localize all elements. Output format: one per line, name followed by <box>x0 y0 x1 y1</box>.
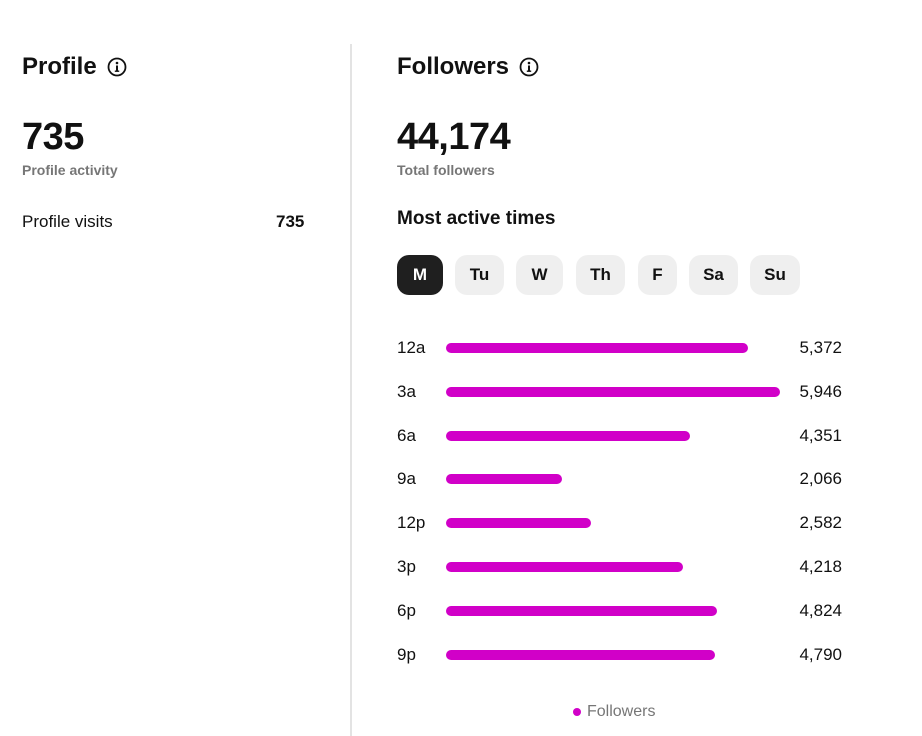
bar-row: 12p 2,582 <box>397 511 907 535</box>
bar-track <box>446 518 780 529</box>
bar-value-label: 4,351 <box>799 425 842 445</box>
bar-time-label: 3p <box>397 557 416 576</box>
day-tab-thursday[interactable]: Th <box>576 255 625 295</box>
legend-dot <box>573 708 581 716</box>
bar-row: 9p 4,790 <box>397 643 907 667</box>
bar-row: 3p 4,218 <box>397 555 907 579</box>
panel-divider <box>350 44 352 736</box>
info-icon[interactable] <box>519 57 539 77</box>
bar-row: 9a 2,066 <box>397 467 907 491</box>
bar-value-label: 5,946 <box>799 381 842 401</box>
bar-row: 12a 5,372 <box>397 336 907 360</box>
bar-row: 6p 4,824 <box>397 599 907 623</box>
total-followers-count: 44,174 <box>397 116 511 158</box>
bar-track <box>446 474 780 485</box>
bar-row: 6a 4,351 <box>397 424 907 448</box>
bar-value-label: 5,372 <box>799 338 842 357</box>
profile-activity-count: 735 <box>22 116 84 158</box>
bar-track <box>446 386 780 397</box>
profile-visits-label: Profile visits <box>22 212 113 231</box>
bar-track <box>446 343 780 353</box>
legend-label: Followers <box>587 703 656 720</box>
bar-track <box>446 649 780 660</box>
followers-title-text: Followers <box>397 53 510 80</box>
profile-title-text: Profile <box>22 53 97 80</box>
bar-value-label: 4,824 <box>799 600 842 620</box>
info-icon[interactable] <box>107 57 127 77</box>
bar-value-label: 2,582 <box>799 513 842 533</box>
bar-row: 3a 5,946 <box>397 380 907 404</box>
bar-time-label: 6p <box>397 600 416 620</box>
day-tab-sunday[interactable]: Su <box>750 255 800 295</box>
total-followers-caption: Total followers <box>397 162 495 178</box>
day-tab-monday[interactable]: M <box>397 255 443 295</box>
bar[interactable] <box>446 430 691 441</box>
bar[interactable] <box>446 649 716 660</box>
day-tab-tuesday[interactable]: Tu <box>455 255 504 295</box>
bar-time-label: 6a <box>397 425 416 445</box>
bar-time-label: 12p <box>397 513 426 533</box>
bar[interactable] <box>446 518 592 529</box>
day-tab-saturday[interactable]: Sa <box>689 255 738 295</box>
profile-visits-value: 735 <box>276 212 305 231</box>
bar-time-label: 9p <box>397 644 416 664</box>
day-tab-friday[interactable]: F <box>638 255 677 295</box>
bar-time-label: 12a <box>397 338 426 357</box>
followers-title: Followers <box>397 53 539 81</box>
bar-track <box>446 605 780 616</box>
chart-legend: Followers <box>573 703 655 721</box>
bar-time-label: 9a <box>397 469 416 489</box>
most-active-times-heading: Most active times <box>397 208 556 229</box>
bar-value-label: 4,218 <box>799 557 842 576</box>
bar[interactable] <box>446 562 683 572</box>
bar-time-label: 3a <box>397 381 416 401</box>
bar[interactable] <box>446 386 780 397</box>
profile-activity-caption: Profile activity <box>22 162 118 178</box>
bar[interactable] <box>446 605 717 616</box>
bar[interactable] <box>446 474 563 485</box>
profile-title: Profile <box>22 53 127 81</box>
bar-value-label: 4,790 <box>799 644 842 664</box>
bar-value-label: 2,066 <box>799 469 842 489</box>
bar-track <box>446 430 780 441</box>
bar-track <box>446 562 780 572</box>
day-tab-wednesday[interactable]: W <box>516 255 563 295</box>
bar[interactable] <box>446 343 748 353</box>
